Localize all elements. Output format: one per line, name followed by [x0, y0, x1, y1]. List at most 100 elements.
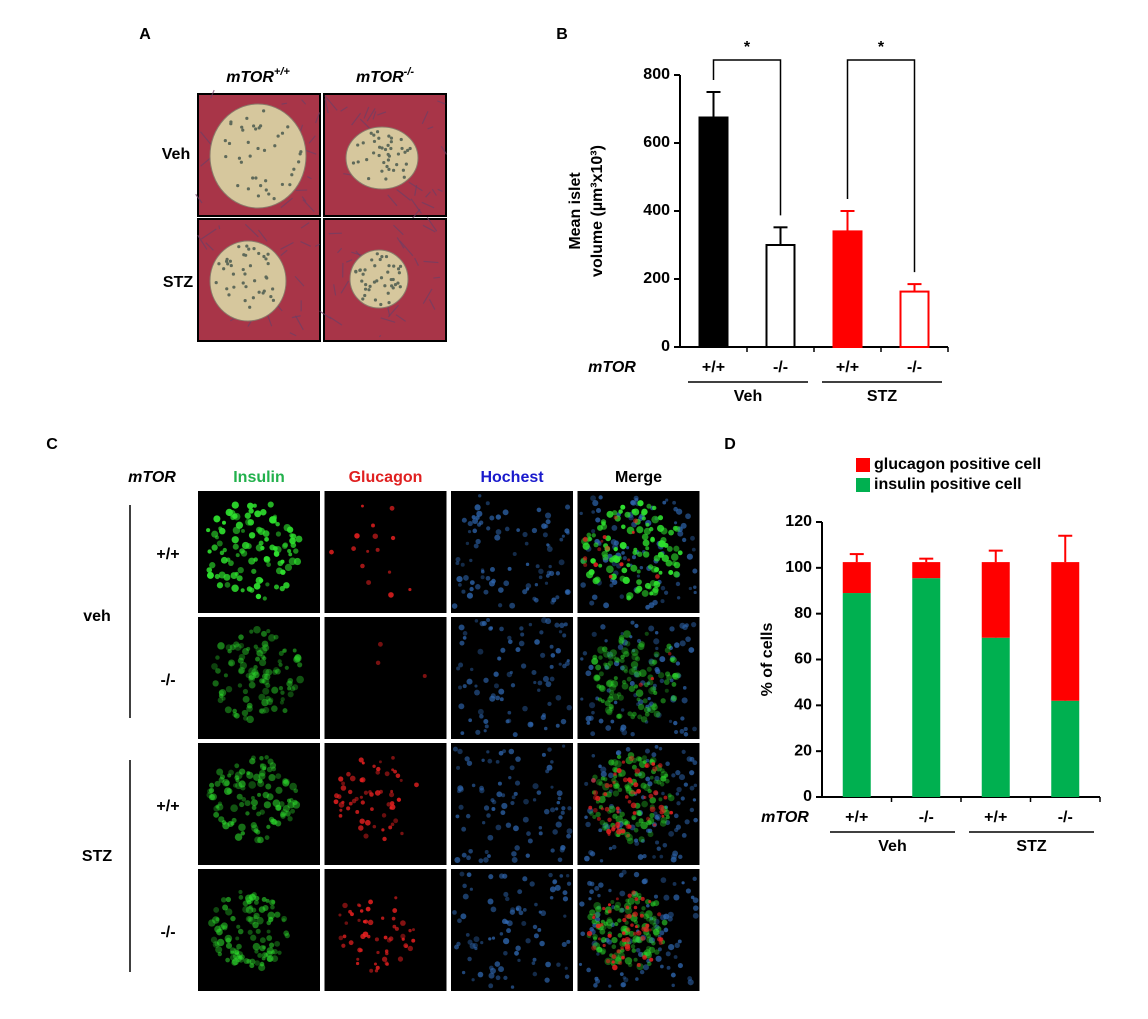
cell	[627, 558, 630, 561]
nucleus	[400, 147, 403, 150]
cell	[360, 564, 365, 569]
cell	[634, 958, 638, 962]
nucleus	[254, 127, 257, 130]
cell	[619, 891, 625, 897]
cell	[537, 928, 541, 932]
cell	[254, 949, 258, 953]
cell	[408, 946, 413, 951]
cell	[614, 515, 618, 519]
cell	[686, 888, 691, 893]
cell	[349, 802, 353, 806]
cell	[470, 943, 476, 949]
cell	[600, 923, 604, 927]
cell	[479, 714, 484, 719]
nucleus	[277, 134, 280, 137]
cell	[551, 598, 556, 603]
cell	[254, 837, 261, 844]
cell-border	[219, 225, 220, 229]
cell	[373, 825, 377, 829]
nucleus	[253, 279, 256, 282]
cell	[350, 776, 356, 782]
nucleus	[387, 264, 390, 267]
cell	[608, 660, 613, 665]
cell	[481, 759, 484, 762]
cell	[633, 548, 637, 552]
cell	[588, 665, 593, 670]
cell	[589, 702, 595, 708]
cell	[391, 536, 395, 540]
cell	[293, 649, 297, 653]
cell	[463, 684, 467, 688]
cell	[408, 588, 411, 591]
cell	[638, 854, 644, 860]
cell	[648, 625, 654, 631]
cell	[238, 890, 242, 894]
cell	[693, 818, 698, 823]
cell	[579, 963, 582, 966]
cell	[283, 930, 289, 936]
gene: mTOR	[226, 69, 274, 86]
cell	[224, 787, 232, 795]
cell	[490, 567, 495, 572]
cell	[488, 874, 493, 879]
cell	[532, 783, 538, 789]
nucleus	[377, 137, 380, 140]
cell	[609, 784, 612, 787]
cell	[277, 951, 281, 955]
cell	[562, 535, 565, 538]
cell	[666, 674, 672, 680]
cell	[506, 928, 511, 933]
cell	[246, 906, 254, 914]
cell	[624, 669, 628, 673]
cell	[517, 889, 522, 894]
cell	[611, 525, 617, 531]
cell	[610, 900, 614, 904]
cell	[678, 855, 682, 859]
cell	[398, 956, 403, 961]
column-header: Glucagon	[349, 469, 423, 486]
cell	[486, 576, 491, 581]
cell	[671, 984, 674, 987]
cell	[639, 836, 645, 842]
panel-label: C	[46, 436, 58, 453]
group-label: STZ	[867, 388, 897, 405]
cell	[507, 719, 512, 724]
cell	[498, 587, 504, 593]
cell	[660, 965, 664, 969]
cell	[659, 571, 663, 575]
cell	[556, 724, 560, 728]
cell	[645, 546, 649, 550]
cell	[539, 576, 543, 580]
cell	[614, 547, 618, 551]
cell	[675, 770, 680, 775]
cell	[632, 712, 637, 717]
cell	[688, 647, 694, 653]
cell	[667, 546, 673, 552]
nucleus	[367, 177, 370, 180]
cell	[591, 711, 595, 715]
cell	[508, 567, 512, 571]
cell	[637, 714, 642, 719]
nucleus	[360, 279, 363, 282]
nucleus	[352, 161, 355, 164]
nucleus	[292, 168, 295, 171]
cell	[275, 787, 282, 794]
cell	[511, 851, 517, 857]
cell	[545, 769, 549, 773]
cell	[329, 550, 334, 555]
cell	[366, 550, 369, 553]
cell	[598, 828, 602, 832]
cell	[467, 957, 471, 961]
cell	[603, 662, 607, 666]
cell	[226, 509, 233, 516]
cell	[579, 901, 584, 906]
cell	[472, 529, 477, 534]
cell	[211, 544, 217, 550]
cell	[468, 718, 472, 722]
cell	[514, 845, 519, 850]
cell	[216, 769, 223, 776]
group-label: Veh	[734, 388, 762, 405]
cell	[558, 797, 562, 801]
y-axis-label: Mean islet	[567, 172, 584, 250]
nucleus	[256, 147, 259, 150]
